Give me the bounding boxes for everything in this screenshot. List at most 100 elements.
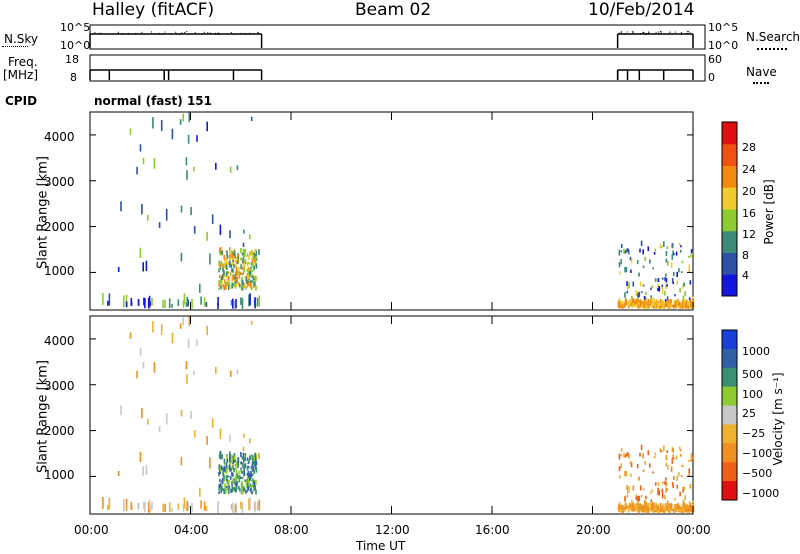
power-echo xyxy=(641,303,644,309)
velocity-echo xyxy=(183,497,186,509)
power-echo xyxy=(193,226,196,234)
power-echo xyxy=(679,287,681,293)
nsky-point xyxy=(659,32,661,34)
velocity-colorbar-segment xyxy=(722,386,737,407)
power-echo xyxy=(229,230,231,239)
velocity-echo xyxy=(680,449,682,452)
power-echo xyxy=(224,257,227,261)
velocity-echo xyxy=(224,483,226,488)
power-echo xyxy=(187,134,190,144)
power-echo xyxy=(689,280,692,284)
nsky-point xyxy=(645,33,647,35)
velocity-echo xyxy=(621,508,623,513)
nsky-point xyxy=(657,31,659,33)
power-echo xyxy=(231,282,234,289)
velocity-echo xyxy=(242,462,244,468)
velocity-echo xyxy=(233,468,235,473)
velocity-echo xyxy=(117,471,120,476)
power-echo xyxy=(249,234,251,240)
velocity-echo xyxy=(226,479,229,484)
power-echo xyxy=(193,166,195,172)
power-echo xyxy=(236,261,238,264)
velocity-echo xyxy=(219,452,221,457)
power-echo xyxy=(682,283,684,289)
velocity-echo xyxy=(678,472,680,477)
velocity-echo xyxy=(618,466,621,472)
power-echo xyxy=(632,302,635,308)
freq-tick-top: 18 xyxy=(65,53,79,66)
power-echo xyxy=(687,304,689,308)
velocity-echo xyxy=(641,507,644,513)
power-echo xyxy=(253,281,256,287)
power-echo xyxy=(247,261,250,265)
power-echo xyxy=(244,258,247,263)
velocity-echo xyxy=(235,467,237,471)
power-echo xyxy=(650,287,652,290)
nsky-trace xyxy=(89,31,694,48)
velocity-echo xyxy=(237,458,240,463)
nsky-point xyxy=(626,31,628,33)
power-echo xyxy=(651,300,654,306)
velocity-echo xyxy=(624,496,626,502)
velocity-echo xyxy=(236,369,239,375)
velocity-echo xyxy=(664,503,667,506)
nsky-point xyxy=(660,31,662,33)
velocity-echo xyxy=(254,501,256,513)
beam-title: Beam 02 xyxy=(355,0,432,20)
velocity-echo xyxy=(672,454,674,459)
power-echo xyxy=(246,285,248,289)
velocity-echo xyxy=(218,484,221,488)
velocity-echo xyxy=(255,489,257,495)
nsky-point xyxy=(170,33,172,35)
velocity-echo xyxy=(225,467,227,473)
power-colorbar-segment xyxy=(722,274,737,297)
velocity-colorbar-segment xyxy=(722,462,737,482)
xtick-2400: 00:00 xyxy=(676,523,711,537)
xtick-0400: 04:00 xyxy=(174,523,209,537)
power-echo xyxy=(226,275,229,280)
velocity-echo xyxy=(622,505,624,509)
power-echo xyxy=(236,257,238,262)
power-echo xyxy=(618,303,621,309)
power-echo xyxy=(102,293,104,305)
velocity-echo xyxy=(256,501,259,511)
velocity-echo xyxy=(642,453,644,459)
power-echo xyxy=(220,281,223,287)
power-echo xyxy=(680,271,683,274)
velocity-echo xyxy=(137,503,140,510)
velocity-colorbar-segment xyxy=(722,367,737,388)
power-echo xyxy=(162,299,164,309)
nsky-point xyxy=(249,32,251,34)
power-echo xyxy=(679,249,682,253)
power-echo xyxy=(617,303,620,308)
velocity-echo xyxy=(186,374,188,384)
power-echo xyxy=(672,244,674,249)
velocity-echo xyxy=(642,505,645,511)
power-echo xyxy=(627,302,629,306)
power-echo xyxy=(247,257,250,261)
velocity-echo xyxy=(191,503,193,513)
velocity-colorbar-segment xyxy=(722,348,737,369)
velocity-echo xyxy=(667,506,670,510)
velocity-echo xyxy=(669,508,671,513)
power-echo xyxy=(220,263,222,268)
power-echo xyxy=(218,287,220,291)
power-echo xyxy=(647,299,650,304)
velocity-echo xyxy=(223,488,225,494)
nsky-point xyxy=(687,31,689,33)
power-echo xyxy=(243,262,246,267)
velocity-echo xyxy=(228,464,231,471)
velocity-echo xyxy=(160,324,163,336)
velocity-echo xyxy=(676,475,678,481)
power-echo xyxy=(183,293,186,305)
velocity-echo xyxy=(688,501,691,504)
velocity-echo xyxy=(255,479,257,486)
velocity-echo xyxy=(232,472,234,477)
power-echo xyxy=(255,263,258,269)
power-echo xyxy=(677,299,679,305)
power-echo xyxy=(692,296,694,299)
velocity-colorbar-label: Velocity [m s⁻¹] xyxy=(771,372,785,466)
velocity-echo xyxy=(233,455,236,460)
velocity-echo xyxy=(692,509,695,513)
power-echo xyxy=(618,298,621,304)
